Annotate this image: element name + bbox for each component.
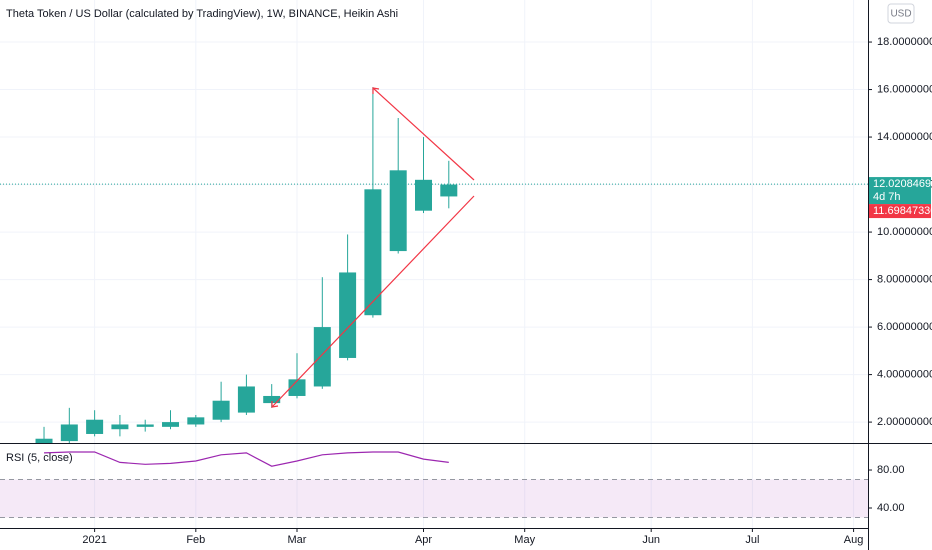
currency-button[interactable] bbox=[887, 3, 915, 24]
y-tick-label: 80.00 bbox=[877, 464, 905, 476]
last-price-tag bbox=[869, 177, 931, 205]
rsi-band bbox=[0, 479, 868, 518]
last-price-label: 12.02084691 bbox=[873, 178, 932, 190]
main-pane bbox=[0, 87, 868, 443]
x-tick-label: Apr bbox=[415, 534, 432, 546]
trend-line bbox=[372, 87, 475, 181]
x-tick-label: Jul bbox=[745, 534, 759, 546]
y-tick-label: 16.00000000 bbox=[877, 83, 932, 95]
x-tick-label: Mar bbox=[288, 534, 307, 546]
x-tick-label: Jun bbox=[642, 534, 660, 546]
x-tick-label: Aug bbox=[844, 534, 864, 546]
candle-body bbox=[136, 424, 154, 427]
x-tick-label: Feb bbox=[186, 534, 205, 546]
y-tick-label: 6.00000000 bbox=[877, 321, 932, 333]
candle-body bbox=[288, 379, 306, 396]
candle-body bbox=[263, 395, 281, 404]
candle-body bbox=[35, 438, 53, 443]
currency-label[interactable]: USD bbox=[890, 9, 911, 20]
x-tick-label: May bbox=[514, 534, 535, 546]
y-tick-label: 2.00000000 bbox=[877, 416, 932, 428]
candle-body bbox=[162, 422, 180, 427]
candle-body bbox=[364, 189, 382, 316]
price-tag bbox=[869, 204, 931, 219]
arrow-head bbox=[372, 87, 380, 94]
countdown-label: 4d 7h bbox=[873, 191, 901, 203]
y-tick-label: 10.00000000 bbox=[877, 226, 932, 238]
y-tick-label: 18.00000000 bbox=[877, 36, 932, 48]
trend-line bbox=[271, 195, 475, 408]
candle-body bbox=[389, 170, 407, 252]
candle-body bbox=[237, 386, 255, 413]
y-tick-label: 8.00000000 bbox=[877, 273, 932, 285]
arrow-head bbox=[271, 401, 279, 408]
rsi-line bbox=[43, 451, 449, 467]
candle-body bbox=[86, 419, 104, 434]
axes: 2.00000000 4.00000000 6.00000000 8.00000000… bbox=[82, 36, 932, 546]
candle-body bbox=[313, 327, 331, 387]
candle-body bbox=[111, 424, 129, 430]
y-tick-label: 4.00000000 bbox=[877, 368, 932, 380]
candle-body bbox=[440, 184, 458, 197]
y-tick-label: 14.00000000 bbox=[877, 131, 932, 143]
x-tick-label: 2021 bbox=[82, 534, 106, 546]
y-tick-label: 40.00 bbox=[877, 502, 905, 514]
rsi-label: RSI (5, close) bbox=[6, 452, 73, 464]
rsi-pane bbox=[0, 451, 868, 519]
candle-body bbox=[187, 417, 205, 425]
candle-body bbox=[339, 272, 357, 358]
candle-body bbox=[60, 424, 78, 442]
price-label: 11.69847330 bbox=[873, 205, 932, 217]
candle-body bbox=[212, 400, 230, 420]
candle-body bbox=[415, 179, 433, 211]
chart-title: Theta Token / US Dollar (calculated by T… bbox=[6, 8, 398, 20]
